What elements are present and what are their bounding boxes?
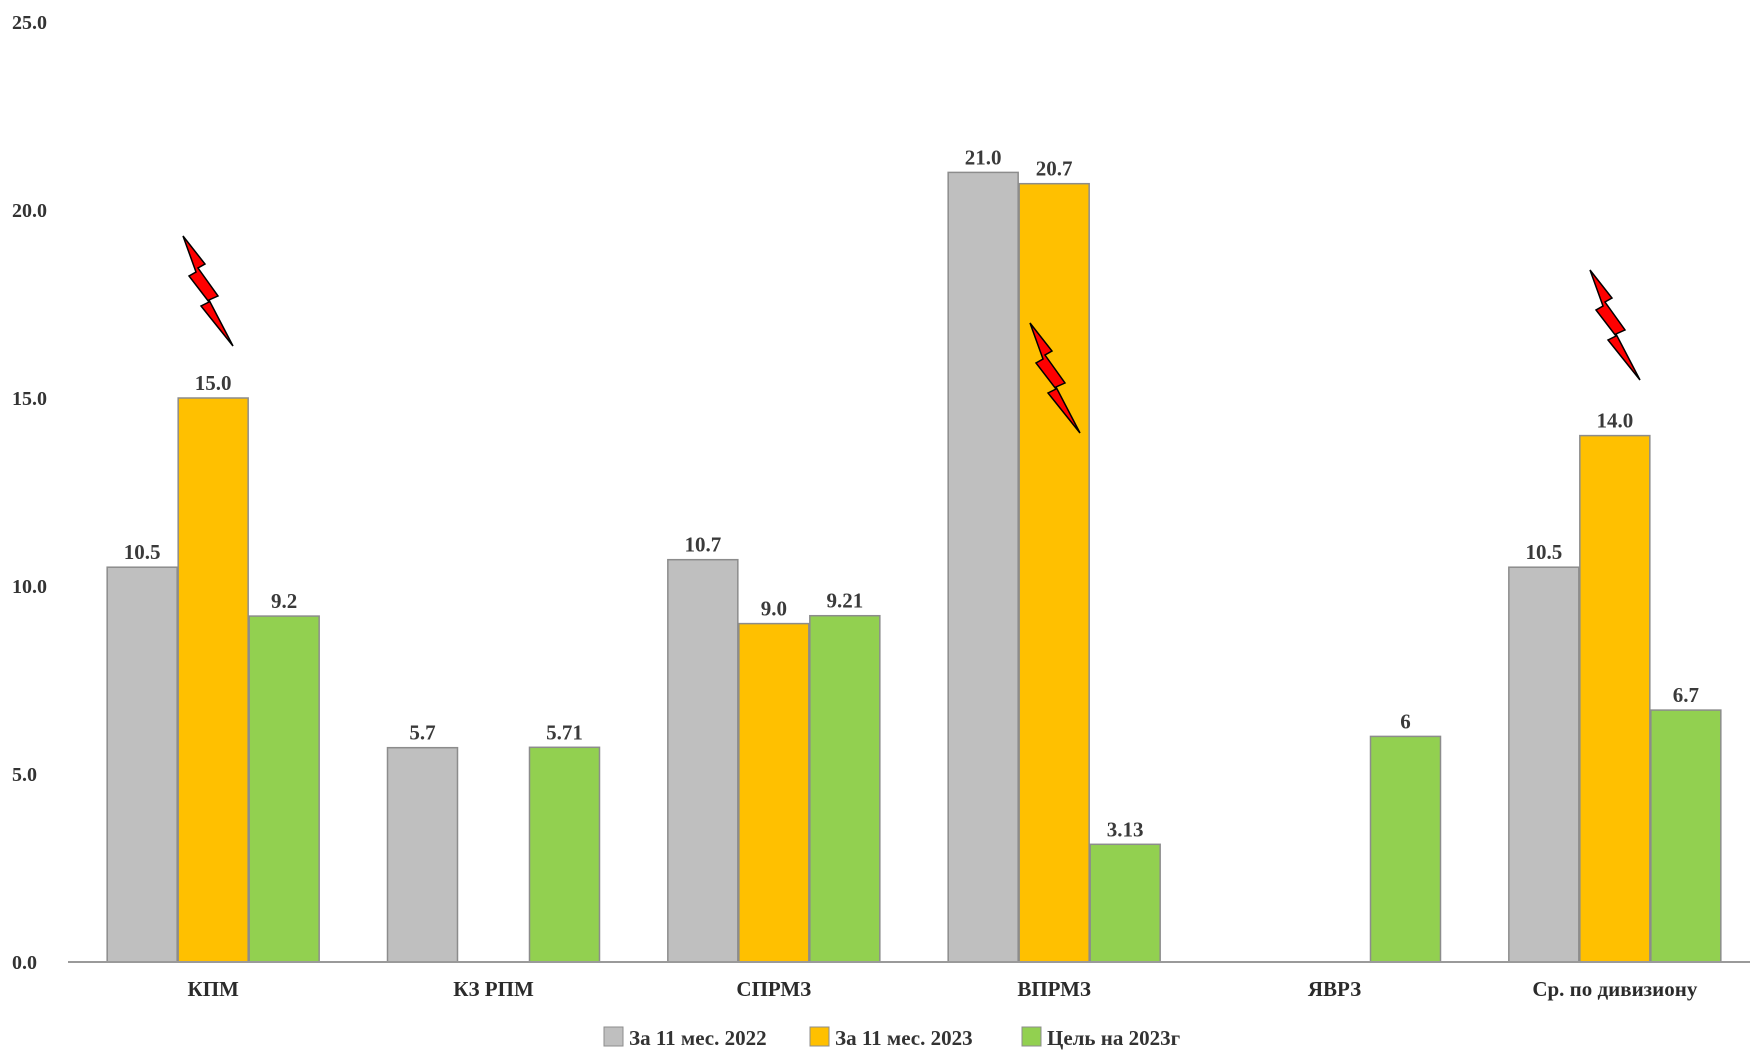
legend-swatch: [603, 1026, 624, 1047]
bar: [1650, 709, 1722, 963]
y-tick-label: 0.0: [12, 952, 37, 974]
bar: [1369, 735, 1442, 963]
data-label: 9.0: [761, 597, 787, 621]
x-tick-label: КПМ: [187, 977, 239, 1001]
x-tick-label: Ср. по дивизиону: [1532, 977, 1697, 1001]
bar: [1579, 434, 1651, 963]
data-label: 9.21: [826, 589, 863, 613]
data-label: 10.5: [124, 540, 161, 564]
legend-label: За 11 мес. 2023: [835, 1026, 973, 1050]
bar: [106, 566, 178, 963]
y-tick-label: 15.0: [12, 388, 47, 410]
y-axis: 0.0 5.0 10.0 15.0 20.0 25.0: [12, 12, 47, 974]
legend-swatch: [809, 1026, 830, 1047]
x-tick-label: ЯВРЗ: [1308, 977, 1361, 1001]
y-tick-label: 10.0: [12, 576, 47, 598]
bar: [738, 622, 810, 963]
bar: [1508, 566, 1580, 963]
bar: [386, 746, 459, 963]
y-tick-label: 25.0: [12, 12, 47, 34]
legend: За 11 мес. 2022 За 11 мес. 2023 Цель на 20…: [603, 1026, 1180, 1050]
data-label: 20.7: [1036, 157, 1073, 181]
lightning-icon: [1589, 269, 1641, 381]
bar: [177, 397, 249, 963]
data-label: 10.7: [684, 533, 721, 557]
data-label: 3.13: [1107, 817, 1144, 841]
data-label: 10.5: [1525, 540, 1562, 564]
x-tick-label: СПРМЗ: [736, 977, 811, 1001]
data-label: 21.0: [965, 145, 1002, 169]
bar: [528, 746, 601, 963]
bars-layer: [106, 171, 1722, 963]
legend-label: За 11 мес. 2022: [629, 1026, 767, 1050]
annotations-layer: [182, 235, 1641, 434]
bar: [1089, 843, 1161, 963]
data-labels-layer: 10.5 15.0 9.2 5.7 5.71 10.7 9.0 9.21 21.0 20.7 3.1…: [124, 145, 1699, 841]
x-axis: КПМ КЗ РПМ СПРМЗ ВПРМЗ ЯВРЗ Ср. по дивизиону: [68, 961, 1750, 1001]
y-tick-label: 5.0: [12, 764, 37, 786]
legend-swatch: [1021, 1026, 1042, 1047]
data-label: 6.7: [1673, 683, 1699, 707]
y-tick-label: 20.0: [12, 200, 47, 222]
lightning-icon: [1029, 322, 1081, 434]
data-label: 14.0: [1596, 409, 1633, 433]
data-label: 9.2: [271, 589, 297, 613]
lightning-icon: [182, 235, 234, 347]
data-label: 5.7: [409, 721, 435, 745]
x-tick-label: ВПРМЗ: [1017, 977, 1091, 1001]
x-tick-label: КЗ РПМ: [453, 977, 534, 1001]
bar: [248, 615, 320, 963]
data-label: 5.71: [546, 720, 583, 744]
legend-label: Цель на 2023г: [1047, 1026, 1180, 1050]
bar: [1018, 182, 1090, 963]
data-label: 15.0: [195, 371, 232, 395]
bar: [809, 614, 881, 963]
bar: [667, 558, 739, 963]
data-label: 6: [1400, 709, 1411, 733]
bar: [947, 171, 1019, 963]
